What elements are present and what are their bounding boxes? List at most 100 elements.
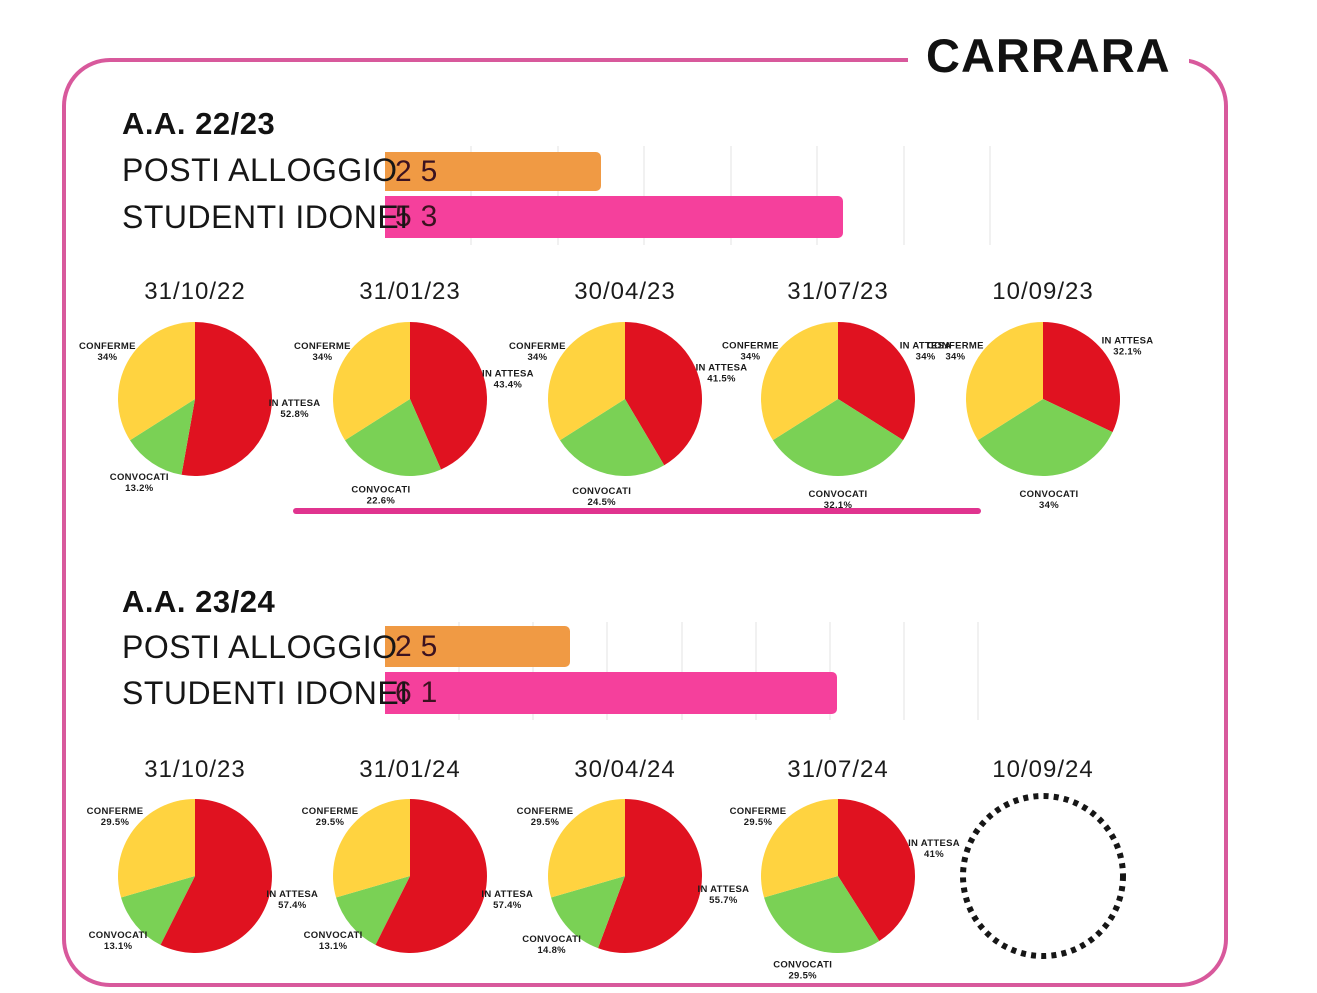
pie-slice-label: IN ATTESA 57.4% <box>266 889 318 911</box>
pie-chart-31-10-23: IN ATTESA 57.4% CONVOCATI 13.1% CONFERME 29.5… <box>55 766 335 993</box>
pie-graphic: IN ATTESA 41% CONVOCATI 29.5% CONFERME 29.5% <box>730 799 960 982</box>
gridline <box>902 146 905 245</box>
gridline <box>828 622 831 720</box>
pie-slice-in-attesa <box>160 799 272 953</box>
gridline <box>680 622 683 720</box>
pie-graphic: IN ATTESA 57.4% CONVOCATI 13.1% CONFERME 29.5… <box>87 799 318 953</box>
pie-date: 31/07/24 <box>787 756 889 783</box>
gridline <box>816 146 819 245</box>
pie-date: 31/07/23 <box>787 278 889 305</box>
gridline <box>532 622 535 720</box>
bar-value: 53 <box>395 200 447 233</box>
pie-slice-in-attesa <box>838 322 915 441</box>
gridline <box>606 622 609 720</box>
gridline <box>977 622 980 720</box>
pie-slice-in-attesa <box>1043 322 1120 433</box>
pie-slice-convocati <box>977 399 1113 476</box>
pie-date: 31/10/23 <box>144 756 246 783</box>
empty-pie-placeholder-circle <box>960 793 1126 959</box>
pie-slice-conferme <box>333 799 410 898</box>
pie-slice-conferme <box>548 799 625 898</box>
pie-date: 30/04/24 <box>574 756 676 783</box>
pie-chart-31-07-24: IN ATTESA 41% CONVOCATI 29.5% CONFERME 29.5% <box>698 766 978 993</box>
pie-slice-label: CONFERME 29.5% <box>87 806 144 828</box>
pie-chart-31-07-23: IN ATTESA 34% CONVOCATI 32.1% CONFERME 34% <box>698 289 978 521</box>
bar-grid <box>385 146 991 245</box>
pie-date: 30/04/23 <box>574 278 676 305</box>
bar-value: 61 <box>395 676 447 709</box>
pie-date: 10/09/23 <box>992 278 1094 305</box>
pink-rounded-frame <box>62 58 1228 987</box>
pie-date: 10/09/24 <box>992 756 1094 783</box>
pie-slice-convocati <box>121 876 195 945</box>
pie-slice-label: IN ATTESA 41.5% <box>696 363 748 385</box>
pie-slice-conferme <box>761 322 838 441</box>
pie-slice-label: CONVOCATI 29.5% <box>773 960 832 982</box>
bar-label-posti-alloggio: POSTI ALLOGGIO <box>122 151 398 188</box>
section-divider-line <box>293 508 981 514</box>
pie-slice-label: IN ATTESA 34% <box>900 341 952 363</box>
pie-graphic: IN ATTESA 34% CONVOCATI 32.1% CONFERME 34% <box>722 322 952 511</box>
pie-date: 31/01/24 <box>359 756 461 783</box>
pie-slice-in-attesa <box>838 799 915 942</box>
pie-slice-conferme <box>966 322 1043 441</box>
pie-slice-label: CONVOCATI 13.2% <box>110 472 169 494</box>
bar-label-studenti-idonei: STUDENTI IDONEI <box>122 674 409 711</box>
pie-slice-label: CONFERME 29.5% <box>730 806 787 828</box>
pie-chart-10-09-23: IN ATTESA 32.1% CONVOCATI 34% CONFERME 34% <box>903 289 1183 521</box>
bar-studenti-idonei: 61 <box>385 672 837 714</box>
pie-graphic: IN ATTESA 43.4% CONVOCATI 22.6% CONFERME 34% <box>294 322 534 507</box>
gridline <box>989 146 991 245</box>
pie-slice-label: CONFERME 34% <box>722 341 779 363</box>
pie-slice-label: CONFERME 34% <box>927 341 984 363</box>
pie-slice-label: CONVOCATI 22.6% <box>351 485 410 507</box>
pie-slice-in-attesa <box>410 322 487 470</box>
bar-value: 25 <box>395 154 447 188</box>
bar-posti-alloggio: 25 <box>385 152 601 191</box>
pie-slice-convocati <box>764 876 880 953</box>
gridline <box>458 622 461 720</box>
gridline <box>729 146 732 245</box>
pie-date: 31/10/22 <box>144 278 246 305</box>
pie-slice-label: IN ATTESA 57.4% <box>481 889 533 911</box>
pie-chart-placeholder-10-09-24 <box>903 766 1183 993</box>
pie-graphic <box>960 793 1126 959</box>
pie-slice-label: CONVOCATI 13.1% <box>304 930 363 952</box>
bar-value: 25 <box>395 629 447 663</box>
bar-grid <box>385 622 990 720</box>
pie-slice-label: CONVOCATI 13.1% <box>89 930 148 952</box>
bar-label-studenti-idonei: STUDENTI IDONEI <box>122 198 409 235</box>
pie-date: 31/01/23 <box>359 278 461 305</box>
pie-slice-convocati <box>559 399 665 477</box>
pie-chart-30-04-23: IN ATTESA 41.5% CONVOCATI 24.5% CONFERME 34% <box>485 289 765 521</box>
bar-label-posti-alloggio: POSTI ALLOGGIO <box>122 628 398 665</box>
pie-chart-30-04-24: IN ATTESA 55.7% CONVOCATI 14.8% CONFERME 29.5… <box>485 766 765 993</box>
pie-slice-label: IN ATTESA 55.7% <box>698 884 750 906</box>
pie-slice-label: IN ATTESA 43.4% <box>482 368 534 390</box>
pie-slice-convocati <box>344 399 442 476</box>
pie-slice-in-attesa <box>181 322 273 476</box>
pie-slice-conferme <box>761 799 838 898</box>
pie-slice-conferme <box>333 322 410 441</box>
pie-slice-convocati <box>772 399 904 476</box>
pie-slice-conferme <box>118 322 195 441</box>
pie-slice-label: CONVOCATI 14.8% <box>522 934 581 956</box>
gridline <box>754 622 757 720</box>
pie-slice-label: CONVOCATI 24.5% <box>572 486 631 508</box>
pie-slice-in-attesa <box>625 322 703 466</box>
pie-slice-in-attesa <box>375 799 487 953</box>
pie-slice-label: CONFERME 34% <box>294 341 351 363</box>
page-title: CARRARA <box>908 26 1189 86</box>
pie-slice-label: IN ATTESA 52.8% <box>269 398 321 420</box>
pie-slice-label: CONFERME 34% <box>79 341 136 363</box>
section-header-aa-22-23: A.A. 22/23 <box>122 106 276 141</box>
gridline <box>470 146 473 245</box>
pie-graphic: IN ATTESA 52.8% CONVOCATI 13.2% CONFERME 34% <box>79 322 321 494</box>
pie-slice-label: CONFERME 29.5% <box>517 806 574 828</box>
pie-slice-label: IN ATTESA 32.1% <box>1102 336 1154 358</box>
pie-slice-label: CONFERME 29.5% <box>302 806 359 828</box>
pie-graphic: IN ATTESA 55.7% CONVOCATI 14.8% CONFERME 29.5… <box>517 799 750 956</box>
bar-studenti-idonei: 53 <box>385 196 843 238</box>
pie-slice-label: CONVOCATI 32.1% <box>809 489 868 511</box>
